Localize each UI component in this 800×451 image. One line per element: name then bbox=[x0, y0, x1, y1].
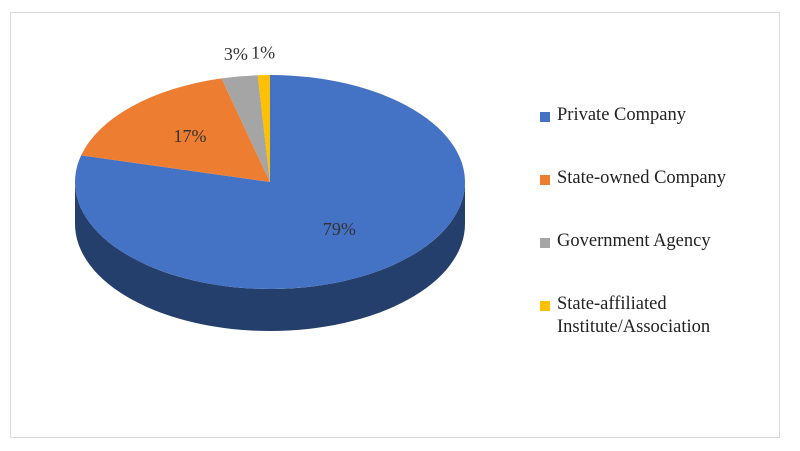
legend-swatch bbox=[540, 112, 550, 122]
legend-item: State-owned Company bbox=[540, 167, 770, 190]
data-label: 3% bbox=[224, 44, 248, 64]
pie-slice bbox=[75, 75, 465, 290]
legend-label: Private Company bbox=[557, 105, 686, 125]
data-label: 17% bbox=[174, 126, 207, 146]
legend-swatch bbox=[540, 238, 550, 248]
pie-slice bbox=[221, 75, 270, 182]
pie-slice bbox=[257, 75, 270, 182]
legend: Private Company State-owned Company Govern… bbox=[540, 104, 770, 379]
legend-item: State-affiliated Institute/Association bbox=[540, 293, 770, 339]
data-label: 1% bbox=[251, 42, 275, 62]
legend-label: State-affiliated Institute/Association bbox=[557, 294, 711, 337]
legend-label: Government Agency bbox=[557, 231, 711, 251]
pie-slice bbox=[81, 78, 270, 182]
legend-swatch bbox=[540, 175, 550, 185]
pie-side bbox=[75, 182, 465, 331]
chart-frame bbox=[10, 12, 780, 438]
legend-label: State-owned Company bbox=[557, 168, 727, 188]
legend-item: Private Company bbox=[540, 104, 770, 127]
legend-swatch bbox=[540, 301, 550, 311]
legend-item: Government Agency bbox=[540, 230, 770, 253]
data-label: 79% bbox=[323, 219, 356, 239]
